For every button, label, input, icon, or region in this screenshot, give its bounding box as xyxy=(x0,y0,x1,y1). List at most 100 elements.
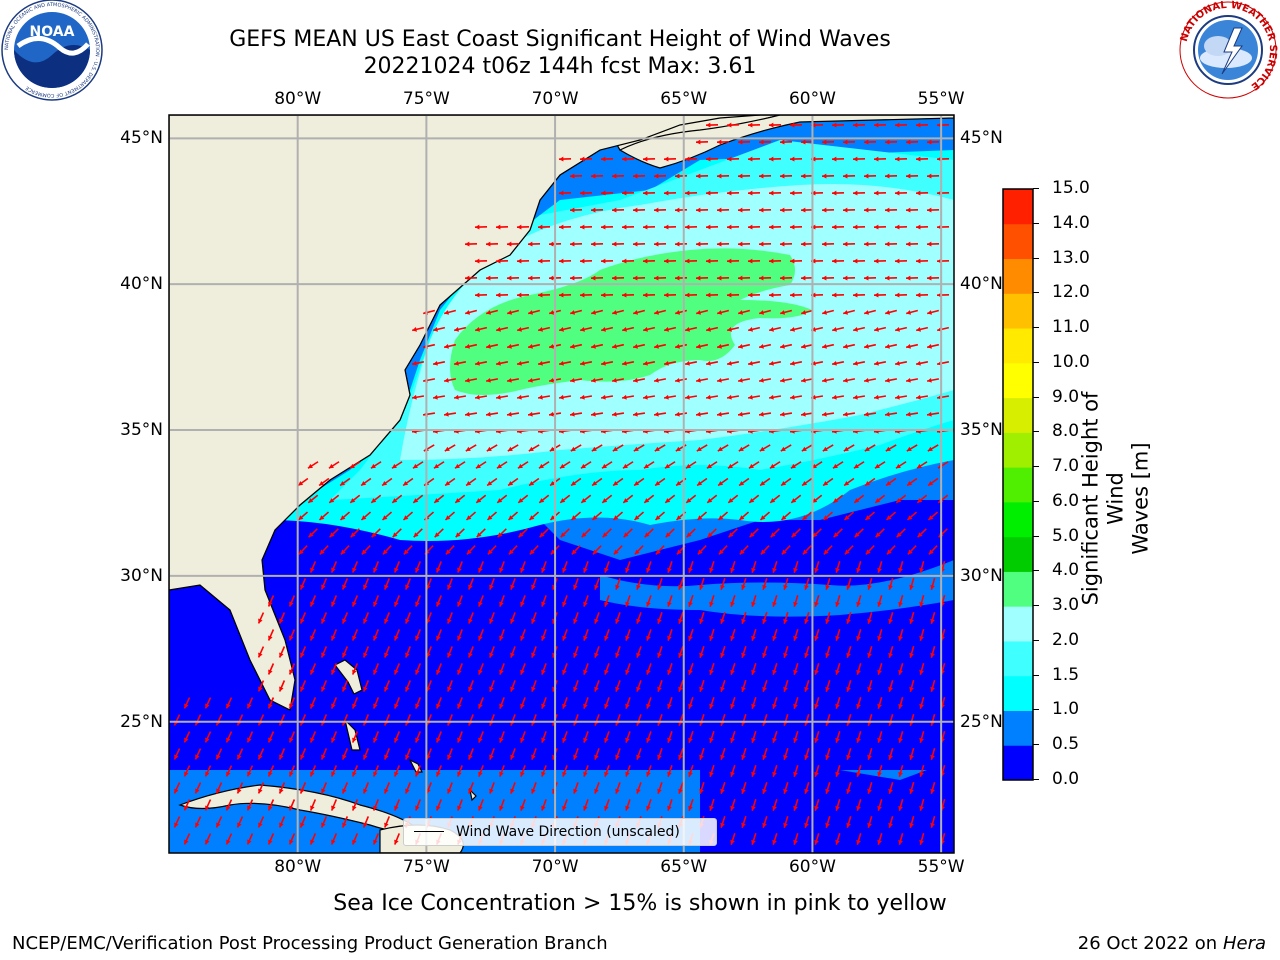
colorbar-tick-mark xyxy=(1033,605,1039,607)
wind-wave-arrow xyxy=(663,394,677,400)
wind-wave-arrow xyxy=(402,477,414,487)
wind-wave-arrow xyxy=(204,731,212,743)
wind-wave-arrow xyxy=(867,612,873,624)
wind-wave-arrow xyxy=(562,663,568,675)
wind-wave-arrow xyxy=(516,224,530,230)
wind-wave-arrow xyxy=(299,782,307,794)
wind-wave-arrow xyxy=(856,833,862,845)
wind-wave-arrow xyxy=(748,461,760,469)
wind-wave-arrow xyxy=(779,207,793,213)
wind-wave-arrow xyxy=(875,528,885,538)
wind-wave-arrow xyxy=(696,444,708,452)
wind-wave-arrow xyxy=(894,156,908,162)
wind-wave-arrow xyxy=(489,680,495,692)
wind-wave-arrow xyxy=(646,765,652,777)
wind-wave-arrow xyxy=(520,697,526,709)
colorbar-tick-label: 2.0 xyxy=(1052,629,1080,650)
wind-wave-arrow xyxy=(759,444,771,452)
wind-wave-arrow xyxy=(800,207,814,213)
wind-wave-arrow xyxy=(667,595,673,607)
wind-wave-arrow xyxy=(499,663,505,675)
wind-wave-arrow xyxy=(538,461,550,469)
wind-wave-arrow xyxy=(478,697,484,709)
wind-wave-arrow xyxy=(906,444,918,452)
wind-wave-arrow xyxy=(768,292,782,298)
wind-wave-arrow xyxy=(821,207,835,213)
colorbar-tick-label: 0.5 xyxy=(1052,734,1080,755)
wind-wave-arrow xyxy=(727,461,739,469)
wind-wave-arrow xyxy=(842,309,856,315)
wind-wave-arrow xyxy=(783,816,789,828)
wind-wave-arrow xyxy=(835,561,841,573)
wind-wave-arrow xyxy=(884,343,898,349)
wind-wave-arrow xyxy=(646,629,652,641)
wind-wave-arrow xyxy=(415,629,421,641)
wind-wave-arrow xyxy=(877,833,883,845)
colorbar-tick-mark xyxy=(1033,674,1039,676)
wind-wave-arrow xyxy=(789,394,803,400)
wind-wave-arrow xyxy=(821,275,835,281)
wind-wave-arrow xyxy=(716,139,730,145)
colorbar-tick-label: 4.0 xyxy=(1052,560,1080,581)
wind-wave-arrow xyxy=(267,663,275,675)
wind-wave-arrow xyxy=(747,224,761,230)
wind-wave-arrow xyxy=(486,444,498,452)
wind-wave-arrow xyxy=(884,275,898,281)
wind-wave-arrow xyxy=(527,309,541,315)
wind-wave-arrow xyxy=(382,545,392,555)
wind-wave-arrow xyxy=(405,578,411,590)
wind-wave-arrow xyxy=(846,816,852,828)
wind-wave-arrow xyxy=(877,595,883,607)
wind-wave-arrow xyxy=(412,461,424,469)
wind-wave-arrow xyxy=(591,511,603,521)
wind-wave-arrow xyxy=(909,748,915,760)
wind-wave-arrow xyxy=(594,782,600,794)
wind-wave-arrow xyxy=(625,697,631,709)
wind-wave-arrow xyxy=(621,224,635,230)
wind-wave-arrow xyxy=(464,309,478,315)
wind-wave-arrow xyxy=(852,292,866,298)
wind-wave-arrow xyxy=(758,411,772,417)
wind-wave-arrow xyxy=(531,680,537,692)
wind-wave-arrow xyxy=(915,360,929,366)
wind-wave-arrow xyxy=(591,477,603,487)
colorbar-tick-mark xyxy=(1033,222,1039,224)
wind-wave-arrow xyxy=(436,663,442,675)
wind-wave-arrow xyxy=(383,816,391,828)
wind-wave-arrow xyxy=(804,646,810,658)
wind-wave-arrow xyxy=(351,799,359,811)
wind-wave-arrow xyxy=(789,190,803,196)
colorbar-tick-mark xyxy=(1033,535,1039,537)
wind-wave-arrow xyxy=(717,444,729,452)
wind-wave-arrow xyxy=(632,241,646,247)
wind-wave-arrow xyxy=(642,224,656,230)
wind-wave-arrow xyxy=(341,646,349,658)
wind-wave-arrow xyxy=(699,782,705,794)
wind-wave-arrow xyxy=(814,731,820,743)
lon-label-top: 75°W xyxy=(402,89,450,109)
wind-wave-arrow xyxy=(499,629,505,641)
wind-wave-arrow xyxy=(558,394,572,400)
wind-wave-arrow xyxy=(915,292,929,298)
wind-wave-arrow xyxy=(686,528,696,538)
wind-wave-arrow xyxy=(558,360,572,366)
wind-wave-arrow xyxy=(741,578,747,590)
wind-wave-arrow xyxy=(309,629,317,641)
wind-wave-arrow xyxy=(328,494,340,504)
colorbar-segment xyxy=(1003,397,1033,433)
wind-wave-arrow xyxy=(570,477,582,487)
colorbar-tick-mark xyxy=(1033,361,1039,363)
wind-wave-arrow xyxy=(758,173,772,179)
wind-wave-arrow xyxy=(642,156,656,162)
wind-wave-arrow xyxy=(573,680,579,692)
wind-wave-arrow xyxy=(362,782,370,794)
colorbar-tick-mark xyxy=(1033,779,1039,780)
wind-wave-arrow xyxy=(825,816,831,828)
wind-wave-arrow xyxy=(383,578,391,590)
wind-wave-arrow xyxy=(726,326,740,332)
wind-wave-arrow xyxy=(739,545,749,555)
wind-wave-arrow xyxy=(758,343,772,349)
wind-wave-arrow xyxy=(330,731,338,743)
wind-wave-arrow xyxy=(926,139,940,145)
